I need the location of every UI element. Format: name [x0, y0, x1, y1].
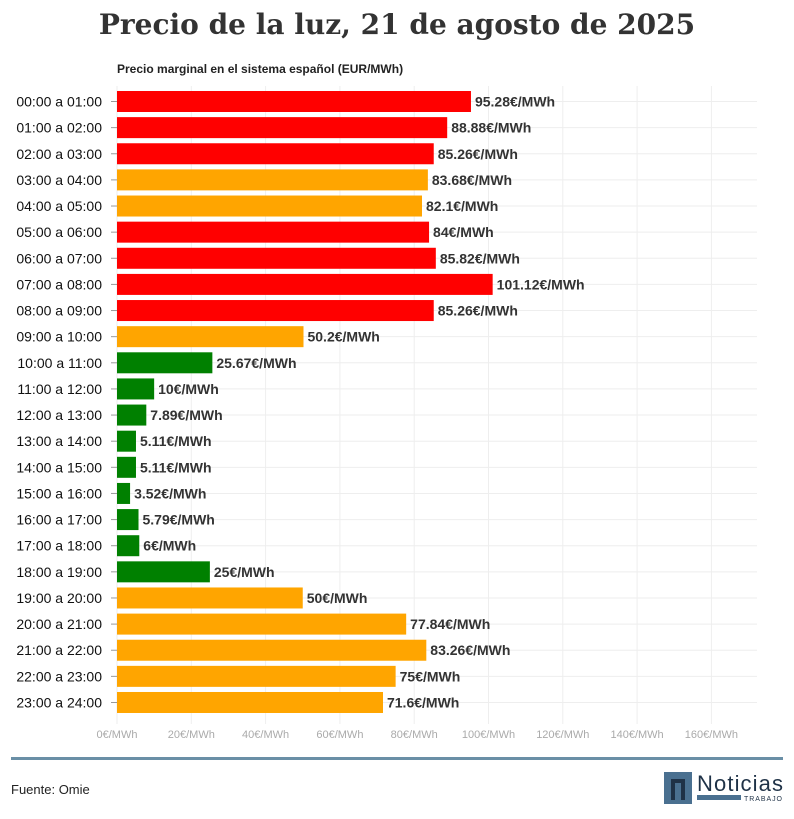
- data-label: 25€/MWh: [214, 564, 275, 580]
- bar: [117, 404, 147, 426]
- data-label: 101.12€/MWh: [497, 276, 585, 292]
- y-tick-label: 02:00 a 03:00: [16, 146, 102, 162]
- bar: [117, 352, 213, 374]
- data-label: 82.1€/MWh: [426, 198, 498, 214]
- bar-chart: 0€/MWh 20€/MWh 40€/MWh 60€/MWh 80€/MWh 100€/M…: [16, 86, 757, 741]
- x-tick-label: 60€/MWh: [316, 729, 363, 741]
- data-label: 75€/MWh: [400, 668, 461, 684]
- x-tick-label: 20€/MWh: [168, 729, 215, 741]
- noticias-trabajo-logo: Noticias TRABAJO: [664, 772, 783, 804]
- x-tick-label: 80€/MWh: [391, 729, 438, 741]
- data-label: 85.82€/MWh: [440, 250, 520, 266]
- bar: [117, 587, 303, 609]
- bar: [117, 639, 427, 661]
- data-label: 77.84€/MWh: [410, 616, 490, 632]
- bar: [117, 430, 136, 452]
- data-label: 85.26€/MWh: [438, 146, 518, 162]
- chart-subtitle: Precio marginal en el sistema español (E…: [117, 62, 404, 76]
- y-tick-label: 05:00 a 06:00: [16, 224, 102, 240]
- y-tick-label: 15:00 a 16:00: [16, 485, 102, 501]
- bar: [117, 169, 428, 191]
- y-tick-label: 12:00 a 13:00: [16, 407, 102, 423]
- bar: [117, 561, 210, 583]
- data-label: 5.11€/MWh: [140, 459, 212, 475]
- y-tick-label: 13:00 a 14:00: [16, 433, 102, 449]
- y-tick-label: 22:00 a 23:00: [16, 668, 102, 684]
- footer-divider: [11, 757, 783, 760]
- y-tick-label: 17:00 a 18:00: [16, 538, 102, 554]
- chart-title: Precio de la luz, 21 de agosto de 2025: [98, 8, 696, 41]
- y-tick-label: 03:00 a 04:00: [16, 172, 102, 188]
- x-tick-label: 160€/MWh: [685, 729, 738, 741]
- y-tick-label: 14:00 a 15:00: [16, 459, 102, 475]
- bar: [117, 221, 430, 243]
- y-tick-label: 00:00 a 01:00: [16, 94, 102, 110]
- bar: [117, 482, 131, 504]
- y-tick-label: 11:00 a 12:00: [17, 381, 102, 397]
- data-label: 10€/MWh: [158, 381, 219, 397]
- bar: [117, 273, 493, 295]
- bar: [117, 326, 304, 348]
- y-tick-label: 16:00 a 17:00: [16, 512, 102, 528]
- y-tick-label: 07:00 a 08:00: [16, 276, 102, 292]
- data-label: 83.26€/MWh: [430, 642, 510, 658]
- x-tick-label: 120€/MWh: [536, 729, 589, 741]
- x-tick-label: 40€/MWh: [242, 729, 289, 741]
- source-note: Fuente: Omie: [11, 782, 90, 797]
- data-label: 3.52€/MWh: [134, 485, 206, 501]
- x-tick-label: 0€/MWh: [97, 729, 138, 741]
- data-label: 85.26€/MWh: [438, 303, 518, 319]
- y-tick-label: 18:00 a 19:00: [16, 564, 102, 580]
- data-label: 83.68€/MWh: [432, 172, 512, 188]
- bar: [117, 665, 396, 687]
- x-tick-label: 100€/MWh: [462, 729, 515, 741]
- bar: [117, 691, 383, 713]
- y-tick-label: 21:00 a 22:00: [16, 642, 102, 658]
- data-label: 95.28€/MWh: [475, 94, 555, 110]
- data-label: 6€/MWh: [143, 538, 196, 554]
- data-label: 5.79€/MWh: [143, 512, 215, 528]
- bar: [117, 300, 434, 322]
- y-tick-label: 09:00 a 10:00: [16, 329, 102, 345]
- data-label: 5.11€/MWh: [140, 433, 212, 449]
- bar: [117, 247, 436, 269]
- bar: [117, 91, 471, 112]
- data-label: 25.67€/MWh: [216, 355, 296, 371]
- y-tick-label: 19:00 a 20:00: [16, 590, 102, 606]
- svg-text:TRABAJO: TRABAJO: [744, 796, 783, 803]
- data-label: 84€/MWh: [433, 224, 494, 240]
- svg-text:Noticias: Noticias: [697, 772, 783, 796]
- bar: [117, 613, 407, 635]
- bar: [117, 143, 434, 165]
- x-tick-label: 140€/MWh: [610, 729, 663, 741]
- y-tick-label: 20:00 a 21:00: [16, 616, 102, 632]
- y-tick-label: 23:00 a 24:00: [16, 694, 102, 710]
- data-label: 7.89€/MWh: [150, 407, 222, 423]
- data-label: 71.6€/MWh: [387, 694, 459, 710]
- data-label: 50.2€/MWh: [307, 329, 379, 345]
- bar: [117, 195, 423, 217]
- data-label: 88.88€/MWh: [451, 120, 531, 136]
- bar: [117, 117, 448, 139]
- bar: [117, 378, 155, 400]
- bar: [117, 509, 139, 531]
- y-tick-label: 08:00 a 09:00: [16, 303, 102, 319]
- y-tick-label: 01:00 a 02:00: [16, 120, 102, 136]
- data-label: 50€/MWh: [307, 590, 368, 606]
- y-tick-label: 06:00 a 07:00: [16, 250, 102, 266]
- y-tick-label: 10:00 a 11:00: [17, 355, 102, 371]
- bar: [117, 456, 136, 478]
- bar: [117, 535, 140, 557]
- y-tick-label: 04:00 a 05:00: [16, 198, 102, 214]
